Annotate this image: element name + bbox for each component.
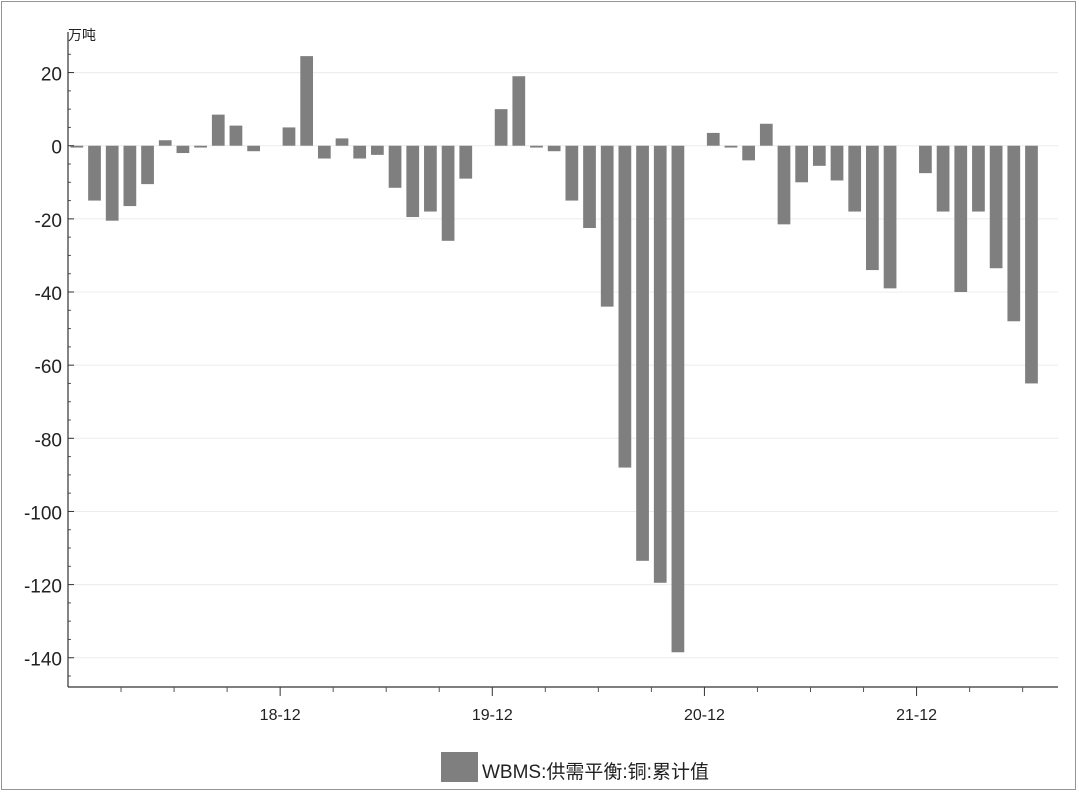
- y-tick-label: -120: [24, 577, 62, 598]
- bar: [919, 145, 932, 174]
- bar: [954, 145, 968, 293]
- bar: [936, 145, 950, 212]
- bars: [70, 56, 1038, 653]
- y-unit-label: 万吨: [68, 27, 96, 43]
- bar: [530, 145, 543, 148]
- bar: [194, 145, 207, 148]
- bar: [724, 145, 738, 148]
- bar: [494, 109, 508, 146]
- bar: [88, 145, 101, 201]
- x-tick-label: 21-12: [896, 707, 937, 724]
- bar: [406, 145, 420, 218]
- bar: [972, 145, 985, 212]
- bar: [70, 145, 84, 148]
- y-tick-label: -140: [24, 650, 62, 671]
- bar: [830, 145, 844, 181]
- y-tick-label: 0: [51, 138, 62, 159]
- bar: [742, 145, 755, 161]
- bar: [636, 145, 649, 561]
- bar: [441, 145, 455, 241]
- bar: [335, 138, 349, 146]
- bar: [211, 114, 225, 146]
- bar: [141, 145, 154, 185]
- bar: [777, 145, 791, 225]
- bar: [105, 145, 119, 221]
- y-tick-label: -100: [24, 503, 62, 524]
- y-tick-label: -60: [35, 357, 62, 378]
- legend-swatch: [441, 752, 478, 782]
- bar: [353, 145, 367, 159]
- bar: [247, 145, 260, 152]
- bar: [600, 145, 614, 307]
- bar: [459, 145, 473, 179]
- x-tick-label: 20-12: [684, 707, 725, 724]
- bar: [300, 56, 314, 146]
- bar: [1025, 145, 1038, 384]
- bar: [158, 140, 172, 146]
- bar: [229, 125, 243, 146]
- y-tick-label: -20: [35, 211, 62, 232]
- bar: [176, 145, 190, 154]
- bar: [565, 145, 579, 201]
- bar: [512, 76, 526, 146]
- bar: [989, 145, 1003, 269]
- bar: [866, 145, 879, 271]
- bar: [583, 145, 596, 229]
- gridlines: [68, 72, 1058, 659]
- bar: [123, 145, 137, 207]
- legend-label: WBMS:供需平衡:铜:累计值: [482, 761, 709, 783]
- bar: [653, 145, 667, 583]
- bar: [547, 145, 561, 152]
- bar: [317, 145, 331, 159]
- y-tick-label: -40: [35, 284, 62, 305]
- bar: [388, 145, 402, 188]
- legend: WBMS:供需平衡:铜:累计值: [441, 752, 709, 783]
- x-tick-label: 19-12: [472, 707, 513, 724]
- bar: [706, 132, 720, 146]
- y-tick-label: 20: [41, 65, 62, 86]
- bar: [282, 127, 296, 146]
- bar: [883, 145, 897, 289]
- bar: [1007, 145, 1021, 322]
- bar: [671, 145, 685, 653]
- bar: [618, 145, 632, 468]
- bar: [795, 145, 809, 183]
- axes: 20 0 -20 -40 -60 -80 -100 -120 -140 18-12 19-12 20-…: [24, 32, 1058, 724]
- bar: [371, 145, 384, 155]
- bar: [424, 145, 437, 212]
- bar: [759, 123, 773, 146]
- bar: [812, 145, 826, 166]
- y-tick-label: -80: [35, 430, 62, 451]
- bar: [848, 145, 862, 212]
- x-tick-label: 18-12: [260, 707, 301, 724]
